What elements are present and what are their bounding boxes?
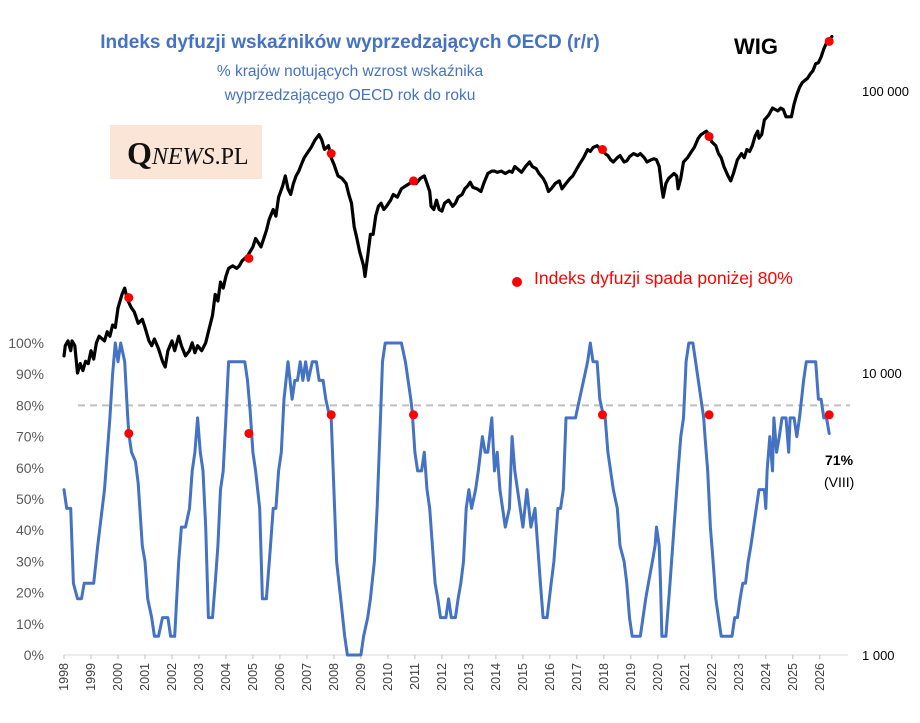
signal-markers [124, 36, 834, 438]
y-left-tick-label: 90% [16, 366, 44, 382]
chart-subtitle-line2: wyprzedzającego OECD rok do roku [224, 87, 476, 104]
x-tick-label: 2001 [138, 663, 152, 691]
x-tick-label: 2024 [759, 663, 773, 691]
x-tick-label: 2009 [354, 663, 368, 691]
x-tick-label: 2018 [597, 663, 611, 691]
x-tick-label: 2006 [273, 663, 287, 691]
x-tick-label: 2019 [624, 663, 638, 691]
right-axis: 1 000 10 000 100 000 [862, 84, 909, 663]
x-tick-label: 2015 [516, 663, 530, 691]
wig-signal-point [326, 149, 336, 159]
wig-signal-point [244, 253, 254, 263]
y-right-tick-label: 10 000 [862, 366, 902, 381]
y-left-tick-label: 50% [16, 491, 44, 507]
x-tick-label: 2002 [165, 663, 179, 691]
y-left-tick-label: 30% [16, 553, 44, 569]
y-left-tick-label: 20% [16, 585, 44, 601]
x-tick-label: 2000 [111, 663, 125, 691]
wig-signal-point [704, 131, 714, 141]
y-left-tick-label: 70% [16, 429, 44, 445]
y-left-tick-label: 10% [16, 616, 44, 632]
logo-pl: .PL [214, 144, 249, 170]
y-left-tick-label: 0% [24, 647, 44, 663]
x-tick-label: 2003 [192, 663, 206, 691]
x-tick-label: 1999 [84, 663, 98, 691]
chart-title: Indeks dyfuzji wskaźników wyprzedzającyc… [100, 32, 600, 53]
legend-text: Indeks dyfuzji spada poniżej 80% [534, 268, 793, 288]
diffusion-signal-point [124, 428, 134, 438]
logo-text: QNEWS.PL [127, 135, 249, 172]
x-tick-label: 2023 [732, 663, 746, 691]
x-tick-label: 2010 [381, 663, 395, 691]
x-tick-label: 2026 [813, 663, 827, 691]
diffusion-signal-point [244, 428, 254, 438]
x-tick-label: 2008 [327, 663, 341, 691]
x-tick-label: 1998 [57, 663, 71, 691]
latest-value-annotation: 71% [825, 452, 854, 468]
y-right-tick-label: 100 000 [862, 84, 909, 99]
x-tick-label: 2007 [300, 663, 314, 691]
x-tick-label: 2005 [246, 663, 260, 691]
x-axis: 1998 1999 2000 2001 2002 2003 2004 2005 2006 2007… [57, 654, 848, 691]
y-left-tick-label: 100% [8, 335, 44, 351]
wig-signal-point [824, 36, 834, 46]
x-tick-label: 2012 [435, 663, 449, 691]
x-tick-label: 2020 [651, 663, 665, 691]
latest-month-annotation: (VIII) [824, 474, 855, 490]
diffusion-signal-point [824, 410, 834, 420]
left-axis: 0% 10% 20% 30% 40% 50% 60% 70% 80% 90% 100% [8, 335, 44, 663]
x-tick-label: 2011 [408, 663, 422, 690]
wig-series-label: WIG [734, 34, 778, 59]
legend-marker [512, 277, 522, 287]
logo-q: Q [127, 135, 152, 171]
x-tick-label: 2014 [489, 663, 503, 691]
diffusion-index-line [62, 341, 831, 657]
y-right-tick-label: 1 000 [862, 648, 895, 663]
x-tick-label: 2017 [570, 663, 584, 691]
x-tick-label: 2021 [678, 663, 692, 691]
series-layer [62, 34, 834, 657]
x-tick-label: 2013 [462, 663, 476, 691]
x-tick-label: 2004 [219, 663, 233, 691]
diffusion-signal-point [326, 410, 336, 420]
y-left-tick-label: 40% [16, 522, 44, 538]
y-left-tick-label: 80% [16, 397, 44, 413]
x-tick-label: 2025 [786, 663, 800, 691]
logo-news: NEWS [151, 144, 215, 170]
diffusion-signal-point [597, 410, 607, 420]
chart-subtitle-line1: % krajów notujących wzrost wskaźnika [216, 63, 484, 80]
x-tick-label: 2022 [705, 663, 719, 691]
wig-signal-point [597, 145, 607, 155]
diffusion-signal-point [409, 410, 419, 420]
wig-signal-point [409, 176, 419, 186]
y-left-tick-label: 60% [16, 460, 44, 476]
diffusion-signal-point [704, 410, 714, 420]
wig-line [62, 34, 834, 375]
wig-signal-point [124, 293, 134, 303]
x-tick-label: 2016 [543, 663, 557, 691]
qnews-logo: QNEWS.PL [110, 125, 262, 179]
